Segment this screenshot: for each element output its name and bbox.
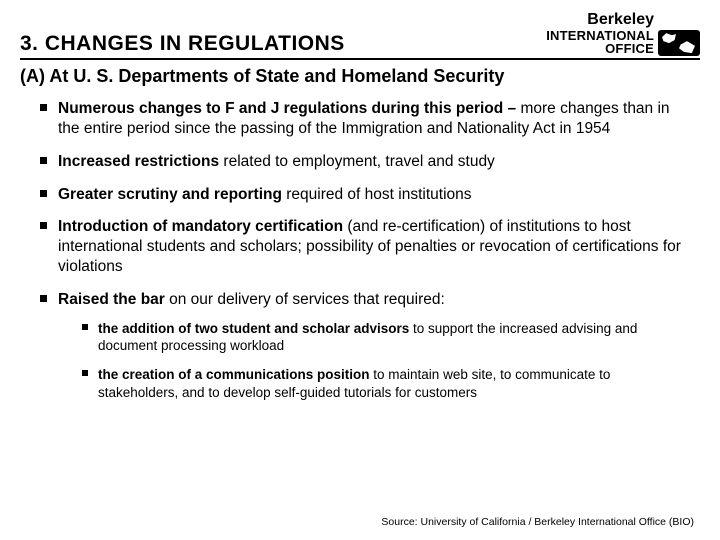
bullet-bold: Raised the bar <box>58 291 165 308</box>
sub-bold: the addition of two student and scholar … <box>98 321 409 336</box>
logo-text: Berkeley INTERNATIONAL OFFICE <box>546 12 654 56</box>
content: Numerous changes to F and J regulations … <box>0 91 720 401</box>
list-item: Greater scrutiny and reporting required … <box>40 185 692 205</box>
bullet-rest: related to employment, travel and study <box>219 153 495 170</box>
bullet-list: Numerous changes to F and J regulations … <box>40 99 692 401</box>
source-text: Source: University of California / Berke… <box>381 516 694 528</box>
list-item: Numerous changes to F and J regulations … <box>40 99 692 139</box>
bullet-bold: Greater scrutiny and reporting <box>58 186 282 203</box>
title-row: 3. CHANGES IN REGULATIONS Berkeley INTER… <box>20 12 700 60</box>
page-title: 3. CHANGES IN REGULATIONS <box>20 32 345 56</box>
bullet-rest: required of host institutions <box>282 186 472 203</box>
bullet-bold: Increased restrictions <box>58 153 219 170</box>
sub-bold: the creation of a communications positio… <box>98 367 370 382</box>
globe-icon <box>658 30 700 56</box>
bullet-bold: Introduction of mandatory certification <box>58 218 343 235</box>
list-item: Introduction of mandatory certification … <box>40 217 692 276</box>
logo-block: Berkeley INTERNATIONAL OFFICE <box>546 12 700 56</box>
list-item: Raised the bar on our delivery of servic… <box>40 290 692 401</box>
sub-list: the addition of two student and scholar … <box>58 320 692 401</box>
bullet-bold: Numerous changes to F and J regulations … <box>58 100 516 117</box>
sub-list-item: the creation of a communications positio… <box>82 366 692 401</box>
subtitle: (A) At U. S. Departments of State and Ho… <box>0 60 720 91</box>
list-item: Increased restrictions related to employ… <box>40 152 692 172</box>
header: 3. CHANGES IN REGULATIONS Berkeley INTER… <box>0 0 720 60</box>
logo-berkeley: Berkeley <box>546 12 654 29</box>
sub-list-item: the addition of two student and scholar … <box>82 320 692 355</box>
logo-line1: INTERNATIONAL <box>546 29 654 43</box>
logo-line2: OFFICE <box>546 42 654 56</box>
bullet-rest: on our delivery of services that require… <box>165 291 445 308</box>
